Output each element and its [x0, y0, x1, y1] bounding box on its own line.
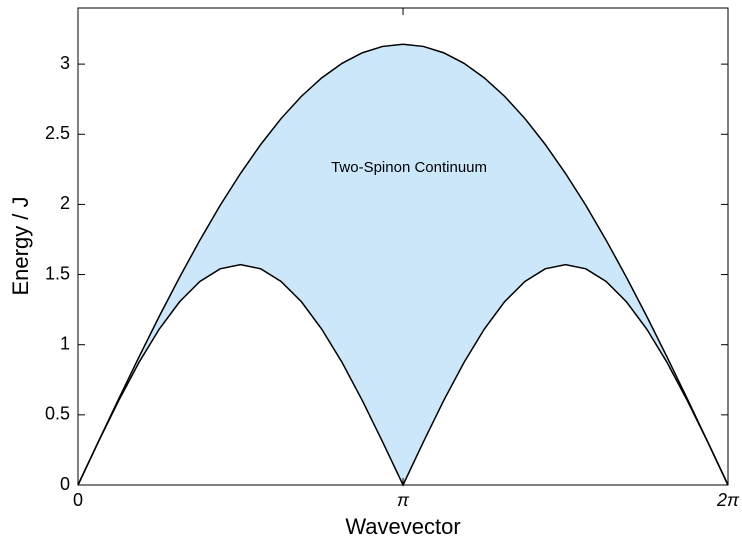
y-tick-label: 2	[60, 193, 70, 213]
y-tick-label: 1	[60, 333, 70, 353]
line	[77, 43, 729, 486]
x-tick-label: π	[397, 490, 410, 510]
annotation: Two-Spinon Continuum	[331, 159, 487, 176]
x-tick-label: 0	[73, 490, 83, 510]
y-axis-label: Energy / J	[8, 196, 33, 295]
x-tick-label: 2π	[716, 490, 740, 510]
y-tick-label: 0	[60, 474, 70, 494]
y-tick-label: 0.5	[45, 404, 70, 424]
y-tick-label: 2.5	[45, 123, 70, 143]
x-axis-label: Wavevector	[345, 514, 460, 539]
area	[78, 264, 728, 485]
y-tick-label: 3	[60, 53, 70, 73]
y-tick-label: 1.5	[45, 263, 70, 283]
